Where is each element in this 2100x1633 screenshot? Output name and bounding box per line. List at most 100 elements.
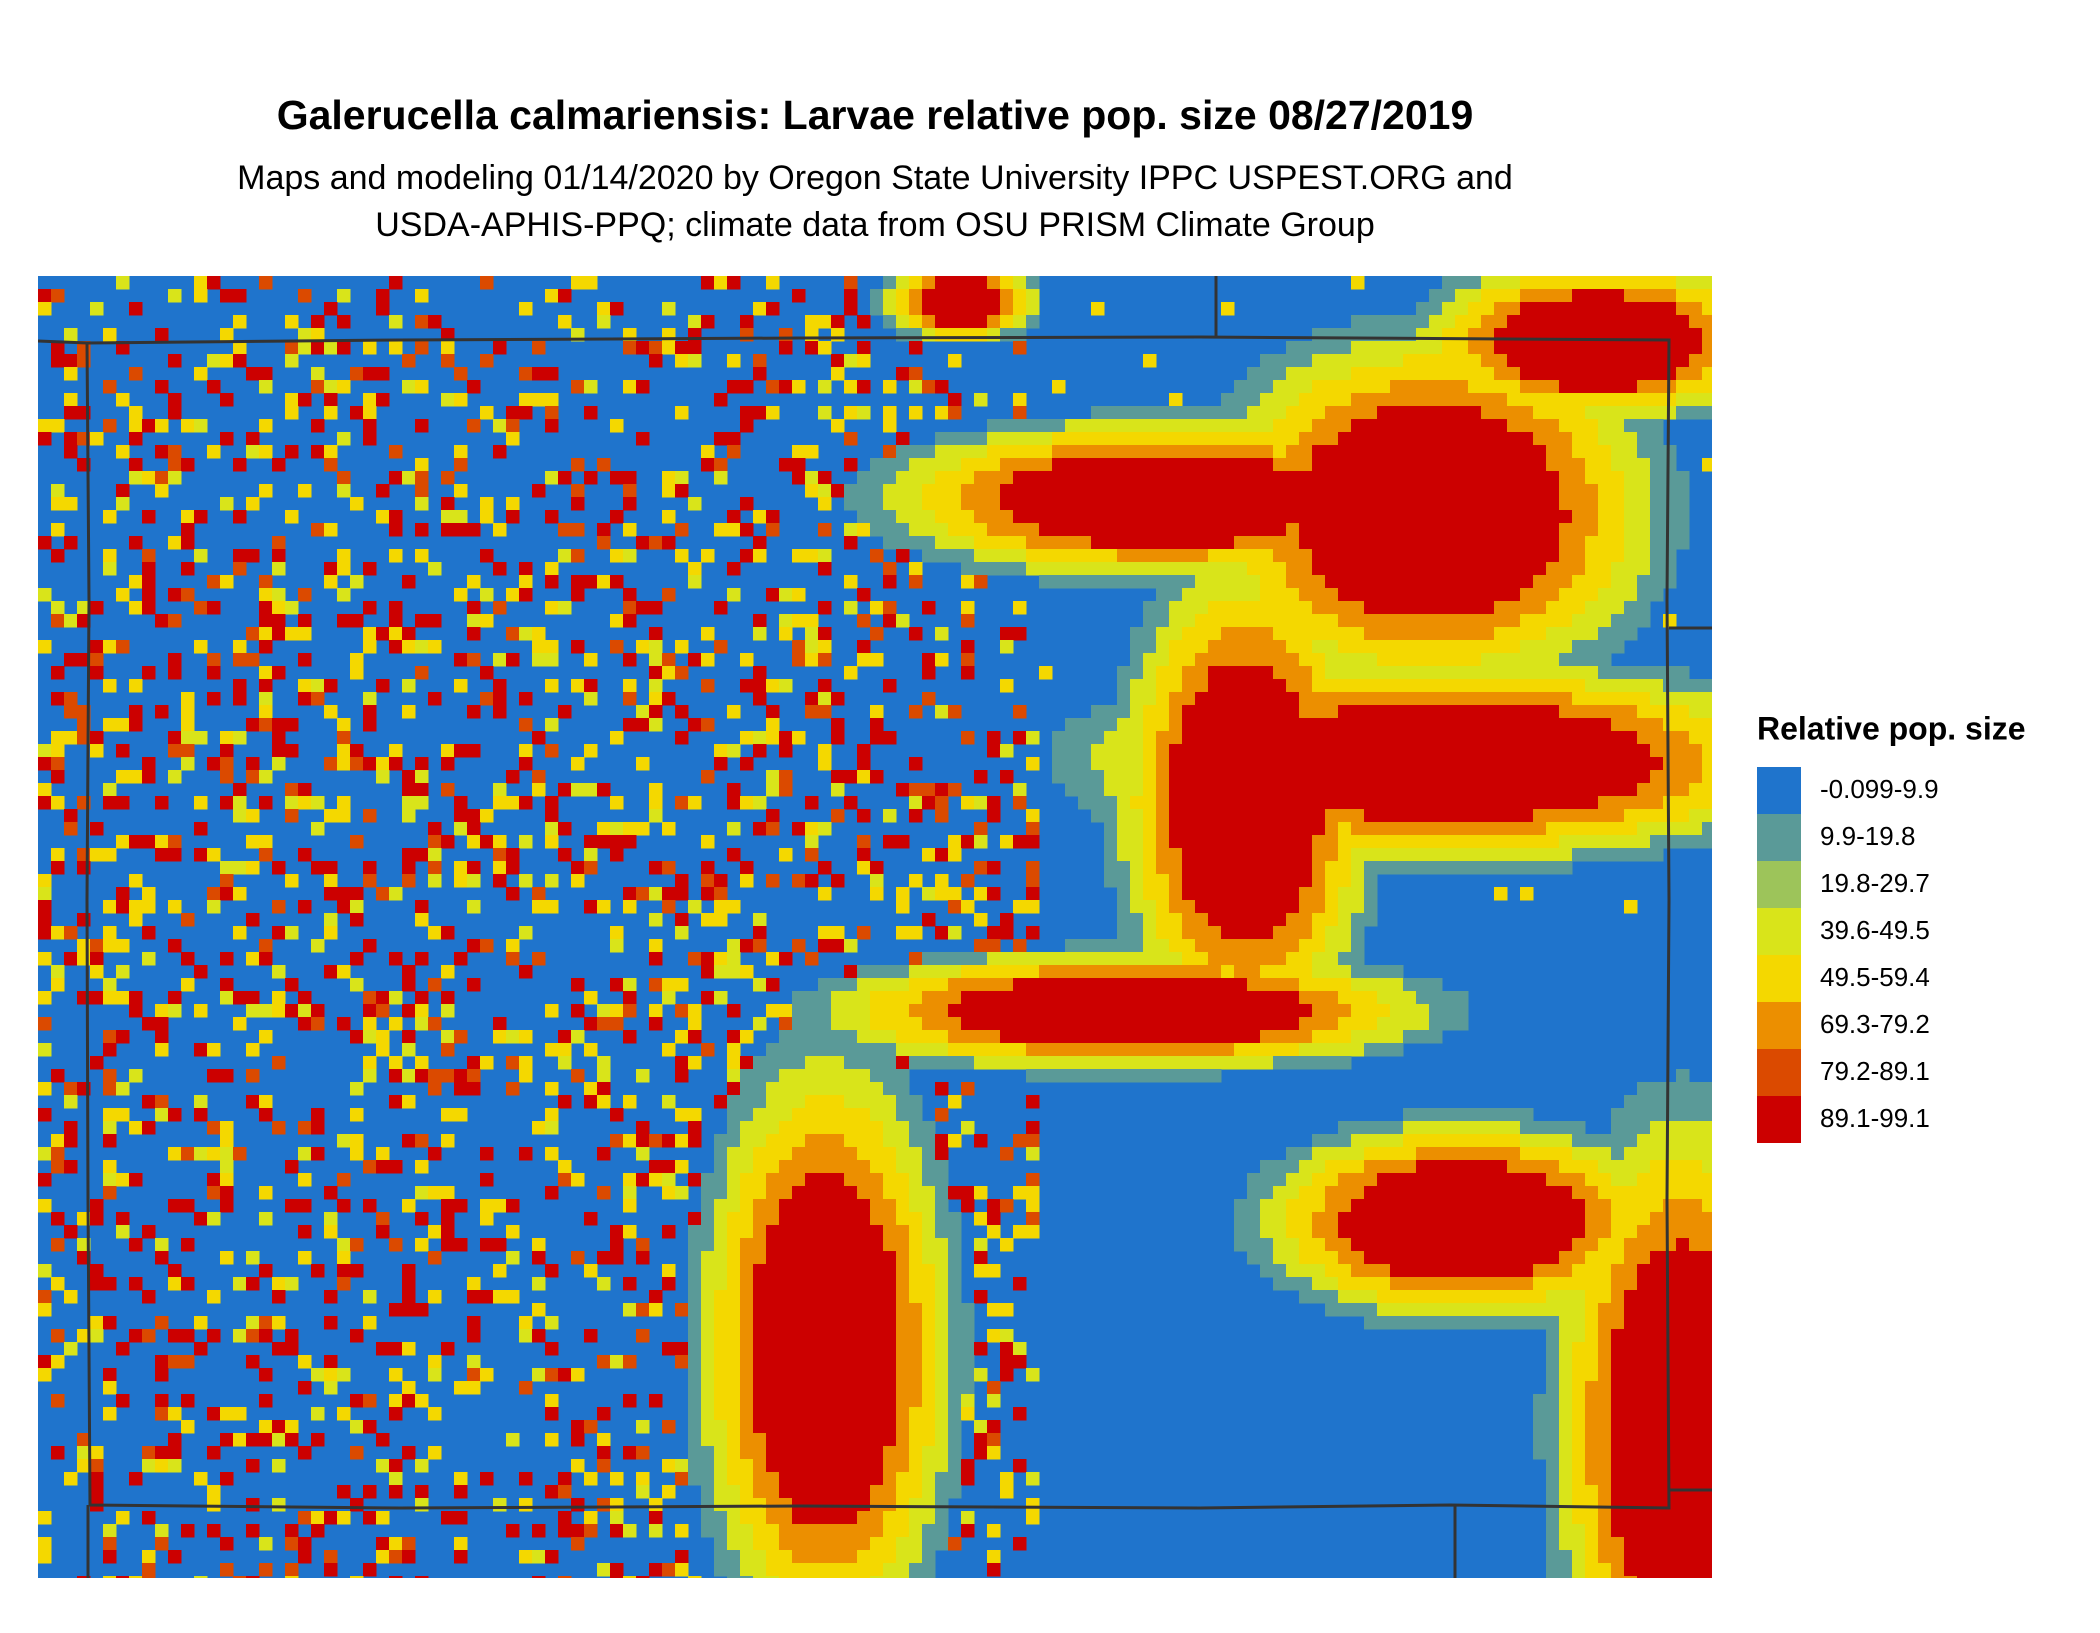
raster-cell [1377,1238,1391,1252]
raster-cell [272,718,286,732]
raster-cell [1260,744,1274,758]
raster-cell [1533,380,1547,394]
raster-cell [1026,497,1040,511]
raster-cell [1000,770,1014,784]
raster-cell [1702,393,1712,407]
raster-cell [675,666,689,680]
raster-cell [506,1251,520,1265]
raster-cell [1663,523,1677,537]
raster-cell [883,1056,897,1070]
raster-cell [1026,536,1040,550]
raster-cell [1338,978,1352,992]
raster-cell [1286,1147,1300,1161]
raster-cell [961,1199,975,1213]
raster-cell [714,887,728,901]
raster-cell [1416,822,1430,836]
raster-cell [766,874,780,888]
raster-cell [1039,1043,1053,1057]
raster-cell [38,1043,52,1057]
raster-cell [1598,757,1612,771]
raster-cell [1208,796,1222,810]
raster-cell [1182,497,1196,511]
raster-cell [961,276,975,290]
raster-cell [701,1225,715,1239]
raster-cell [1429,432,1443,446]
raster-cell [1416,666,1430,680]
raster-cell [1026,458,1040,472]
raster-cell [1416,1121,1430,1135]
raster-cell [571,861,585,875]
raster-cell [792,471,806,485]
raster-cell [1559,861,1573,875]
raster-cell [1585,705,1599,719]
raster-cell [727,588,741,602]
raster-cell [1104,549,1118,563]
raster-cell [545,822,559,836]
raster-cell [1039,471,1053,485]
raster-cell [753,926,767,940]
raster-cell [1533,497,1547,511]
raster-cell [844,1186,858,1200]
raster-cell [1403,796,1417,810]
raster-cell [337,718,351,732]
raster-cell [519,757,533,771]
raster-cell [1507,471,1521,485]
raster-cell [1195,952,1209,966]
raster-cell [1468,380,1482,394]
raster-cell [1689,406,1703,420]
raster-cell [519,562,533,576]
raster-cell [1481,1121,1495,1135]
raster-cell [740,1225,754,1239]
raster-cell [272,965,286,979]
raster-cell [818,1004,832,1018]
raster-cell [1546,796,1560,810]
raster-cell [1442,1121,1456,1135]
raster-cell [870,1004,884,1018]
raster-cell [1234,848,1248,862]
raster-cell [857,1082,871,1096]
raster-cell [727,1069,741,1083]
raster-cell [714,874,728,888]
raster-cell [1585,1225,1599,1239]
raster-cell [1442,666,1456,680]
raster-cell [142,549,156,563]
raster-cell [1624,497,1638,511]
raster-cell [1130,1043,1144,1057]
raster-cell [1481,809,1495,823]
raster-cell [1221,822,1235,836]
raster-cell [1468,1173,1482,1187]
raster-cell [1403,1004,1417,1018]
raster-cell [1481,653,1495,667]
raster-cell [233,783,247,797]
raster-cell [1169,757,1183,771]
raster-cell [1650,432,1664,446]
raster-cell [948,978,962,992]
raster-cell [1286,731,1300,745]
raster-cell [1390,341,1404,355]
raster-cell [1494,679,1508,693]
raster-cell [1598,354,1612,368]
raster-cell [1533,302,1547,316]
raster-cell [1403,1173,1417,1187]
raster-cell [389,887,403,901]
raster-cell [1390,978,1404,992]
raster-cell [1481,666,1495,680]
raster-cell [1156,874,1170,888]
raster-cell [1273,445,1287,459]
raster-cell [1364,341,1378,355]
raster-cell [753,1147,767,1161]
raster-cell [350,913,364,927]
raster-cell [831,1082,845,1096]
raster-cell [1481,1238,1495,1252]
raster-cell [818,757,832,771]
raster-cell [1169,549,1183,563]
raster-cell [1221,640,1235,654]
raster-cell [1520,588,1534,602]
raster-cell [1351,1043,1365,1057]
raster-cell [155,471,169,485]
raster-cell [1533,471,1547,485]
raster-cell [207,1173,221,1187]
raster-cell [883,484,897,498]
raster-cell [1143,562,1157,576]
raster-cell [1182,1030,1196,1044]
